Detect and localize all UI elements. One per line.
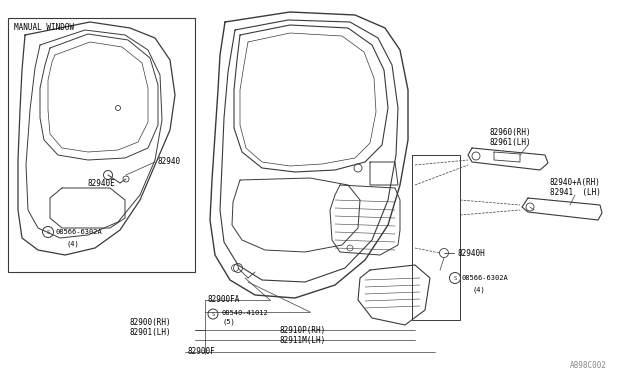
Text: 08566-6302A: 08566-6302A [462,275,509,281]
Text: 82901(LH): 82901(LH) [130,328,172,337]
Text: S: S [46,230,50,234]
Text: 82900(RH): 82900(RH) [130,317,172,327]
Text: 82900FA: 82900FA [207,295,239,305]
Text: 82900F: 82900F [187,347,215,356]
Text: 82940H: 82940H [458,248,486,257]
Text: 82940: 82940 [158,157,181,167]
Text: S: S [453,276,456,280]
Text: 82941  (LH): 82941 (LH) [550,189,601,198]
Text: 08540-41012: 08540-41012 [221,310,268,316]
Text: 82940+A(RH): 82940+A(RH) [550,179,601,187]
Text: A898C002: A898C002 [570,360,607,369]
Text: S: S [211,311,214,317]
Text: 82940E: 82940E [88,179,116,187]
Text: MANUAL WINDOW: MANUAL WINDOW [14,23,74,32]
Text: (4): (4) [66,241,79,247]
Text: 82961(LH): 82961(LH) [490,138,532,148]
Text: 82911M(LH): 82911M(LH) [280,336,326,344]
Text: 08566-6302A: 08566-6302A [56,229,103,235]
Text: 82960(RH): 82960(RH) [490,128,532,137]
Text: (5): (5) [223,319,236,325]
Text: 82910P(RH): 82910P(RH) [280,326,326,334]
Text: (4): (4) [472,287,484,293]
Bar [8,18,195,272]
